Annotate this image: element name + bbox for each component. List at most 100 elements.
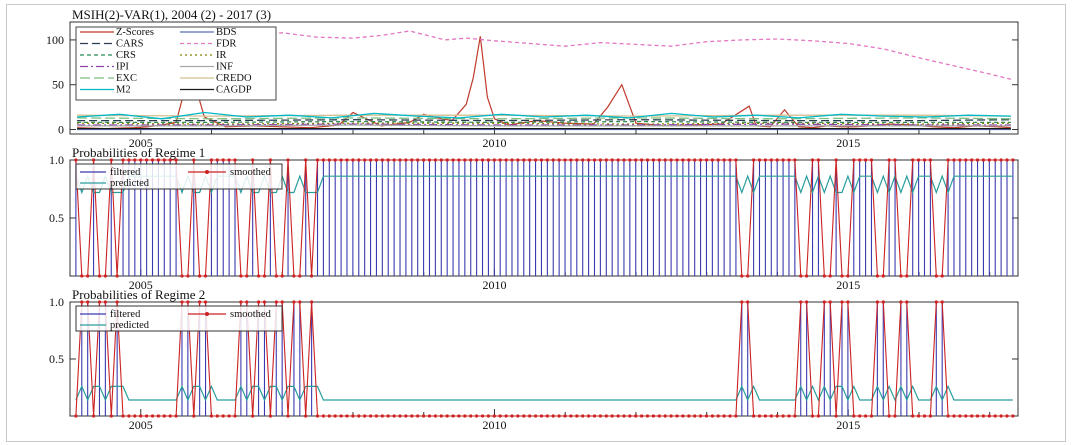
smoothed-point <box>787 414 791 418</box>
smoothed-point <box>227 158 231 162</box>
smoothed-point <box>445 414 449 418</box>
smoothed-point <box>869 414 874 418</box>
smoothed-point <box>581 414 585 418</box>
smoothed-point <box>816 158 821 162</box>
smoothed-point <box>1005 414 1009 418</box>
smoothed-point <box>351 414 355 418</box>
smoothed-point <box>710 414 715 418</box>
legend-box <box>75 163 283 190</box>
smoothed-point <box>604 158 608 162</box>
smoothed-point <box>669 158 673 162</box>
smoothed-point <box>345 414 349 418</box>
smoothed-point <box>292 300 296 304</box>
smoothed-point <box>480 414 485 418</box>
smoothed-point <box>109 158 113 162</box>
smoothed-point <box>640 158 644 162</box>
smoothed-point <box>321 414 325 418</box>
smoothed-point <box>298 274 302 278</box>
smoothed-point <box>693 414 697 418</box>
smoothed-point <box>168 158 172 162</box>
smoothed-point <box>934 300 938 304</box>
x-tick-label: 2015 <box>836 136 860 150</box>
smoothed-point <box>545 414 549 418</box>
smoothed-point <box>858 158 862 162</box>
smoothed-point <box>622 158 626 162</box>
smoothed-point <box>439 414 443 418</box>
smoothed-point <box>722 158 726 162</box>
smoothed-point <box>410 414 414 418</box>
legend-label: smoothed <box>230 309 272 320</box>
smoothed-point <box>215 158 219 162</box>
legend-box <box>75 305 283 332</box>
smoothed-point <box>1011 414 1015 418</box>
smoothed-point <box>357 414 361 418</box>
smoothed-point <box>981 158 986 162</box>
smoothed-point <box>534 158 538 162</box>
smoothed-point <box>699 158 703 162</box>
smoothed-point <box>516 414 520 418</box>
smoothed-point <box>97 300 102 304</box>
smoothed-point <box>569 158 573 162</box>
smoothed-point <box>133 414 137 418</box>
smoothed-point <box>203 300 208 304</box>
smoothed-point <box>380 414 384 418</box>
series-line <box>77 117 1011 120</box>
smoothed-point <box>810 158 815 162</box>
smoothed-point <box>133 158 137 162</box>
panel-2: 0.5 1.0 2005 2010 2015 Probabilities of Regim… <box>49 145 1019 292</box>
smoothed-point <box>192 414 196 418</box>
smoothed-point <box>463 414 467 418</box>
smoothed-line <box>75 301 1013 417</box>
panel-title: Probabilities of Regime 2 <box>72 287 205 302</box>
smoothed-point <box>268 158 272 162</box>
legend-swatch-marker <box>205 312 209 316</box>
smoothed-point <box>846 274 850 278</box>
smoothed-point <box>946 414 950 418</box>
smoothed-point <box>357 158 361 162</box>
smoothed-point <box>1005 158 1009 162</box>
smoothed-point <box>687 158 691 162</box>
smoothed-point <box>710 158 715 162</box>
smoothed-point <box>581 158 585 162</box>
smoothed-point <box>475 158 479 162</box>
smoothed-point <box>186 274 190 278</box>
legend-label: M2 <box>116 85 131 96</box>
smoothed-point <box>987 158 991 162</box>
smoothed-point <box>598 414 603 418</box>
smoothed-point <box>793 414 797 418</box>
smoothed-point <box>569 414 573 418</box>
legend-swatch-marker <box>205 170 209 174</box>
smoothed-point <box>480 158 485 162</box>
smoothed-point <box>999 158 1003 162</box>
smoothed-point <box>651 158 656 162</box>
smoothed-point <box>498 158 502 162</box>
smoothed-point <box>899 274 903 278</box>
smoothed-point <box>233 158 237 162</box>
smoothed-point <box>351 158 355 162</box>
smoothed-point <box>198 300 202 304</box>
smoothed-point <box>433 158 437 162</box>
smoothed-point <box>239 300 243 304</box>
smoothed-point <box>551 158 555 162</box>
legend-label: Z-Scores <box>116 27 154 38</box>
smoothed-point <box>852 414 856 418</box>
smoothed-point <box>952 158 956 162</box>
smoothed-point <box>74 414 78 418</box>
smoothed-point <box>539 158 544 162</box>
smoothed-point <box>92 414 96 418</box>
smoothed-point <box>209 414 213 418</box>
smoothed-point <box>156 158 160 162</box>
smoothed-point <box>121 158 125 162</box>
smoothed-point <box>834 414 838 418</box>
x-tick-label: 2015 <box>836 418 860 432</box>
smoothed-point <box>386 414 390 418</box>
smoothed-point <box>964 414 968 418</box>
smoothed-point <box>716 414 720 418</box>
smoothed-point <box>404 158 408 162</box>
smoothed-point <box>911 158 915 162</box>
y-tick-label: 0 <box>58 123 64 137</box>
smoothed-point <box>422 158 426 162</box>
smoothed-point <box>539 414 544 418</box>
smoothed-point <box>386 158 390 162</box>
smoothed-point <box>1011 158 1015 162</box>
